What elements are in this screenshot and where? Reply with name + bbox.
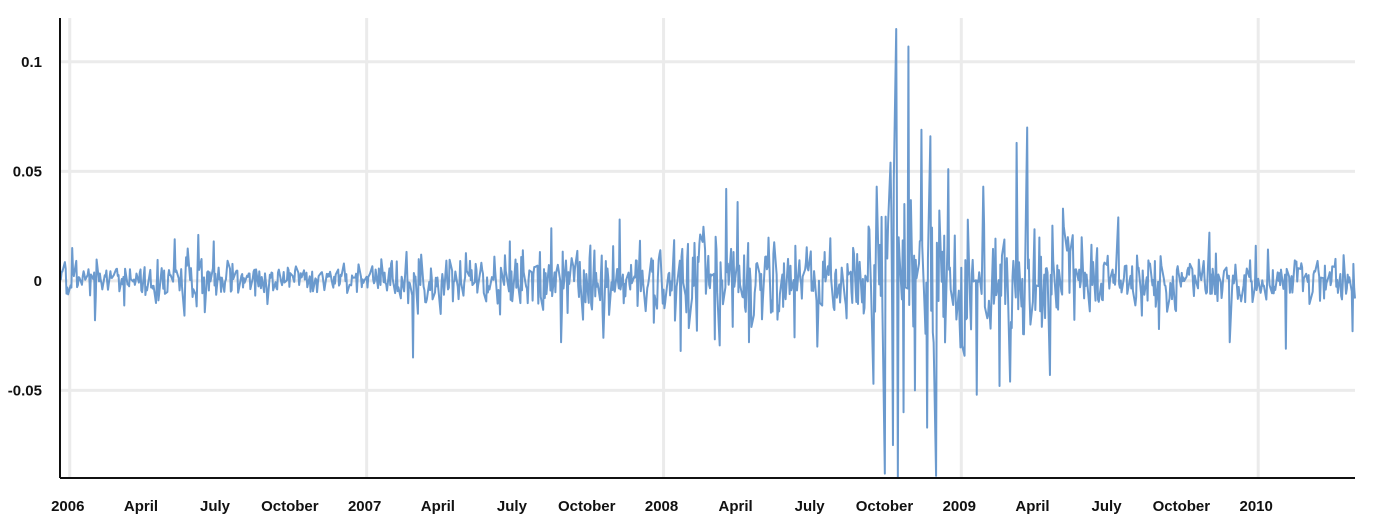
y-tick-label: -0.05	[8, 382, 42, 399]
x-tick-label: 2008	[645, 498, 678, 515]
x-tick-label: 2007	[348, 498, 381, 515]
x-tick-label: October	[558, 498, 616, 515]
series-layer	[59, 27, 1356, 479]
y-tick-label: 0.05	[13, 163, 42, 180]
x-tick-label: October	[261, 498, 319, 515]
y-tick-label: 0.1	[21, 54, 42, 71]
y-axis-tick-labels: 0.1 0.05 0 -0.05	[8, 54, 42, 400]
x-tick-label: 2006	[51, 498, 84, 515]
x-tick-label: April	[421, 498, 455, 515]
x-tick-label: October	[856, 498, 914, 515]
axes	[59, 18, 1355, 479]
series-line	[59, 27, 1356, 479]
x-tick-label: April	[124, 498, 158, 515]
x-tick-label: July	[1092, 498, 1123, 515]
y-tick-label: 0	[34, 273, 42, 290]
x-tick-label: October	[1153, 498, 1211, 515]
x-tick-label: July	[200, 498, 231, 515]
x-tick-label: 2009	[943, 498, 976, 515]
x-tick-label: July	[795, 498, 826, 515]
x-tick-label: July	[497, 498, 528, 515]
x-tick-label: 2010	[1240, 498, 1273, 515]
x-tick-label: April	[1015, 498, 1049, 515]
x-tick-label: April	[719, 498, 753, 515]
x-axis-tick-labels: 2006 April July October 2007 April July October…	[51, 498, 1273, 515]
gridlines	[60, 18, 1355, 478]
